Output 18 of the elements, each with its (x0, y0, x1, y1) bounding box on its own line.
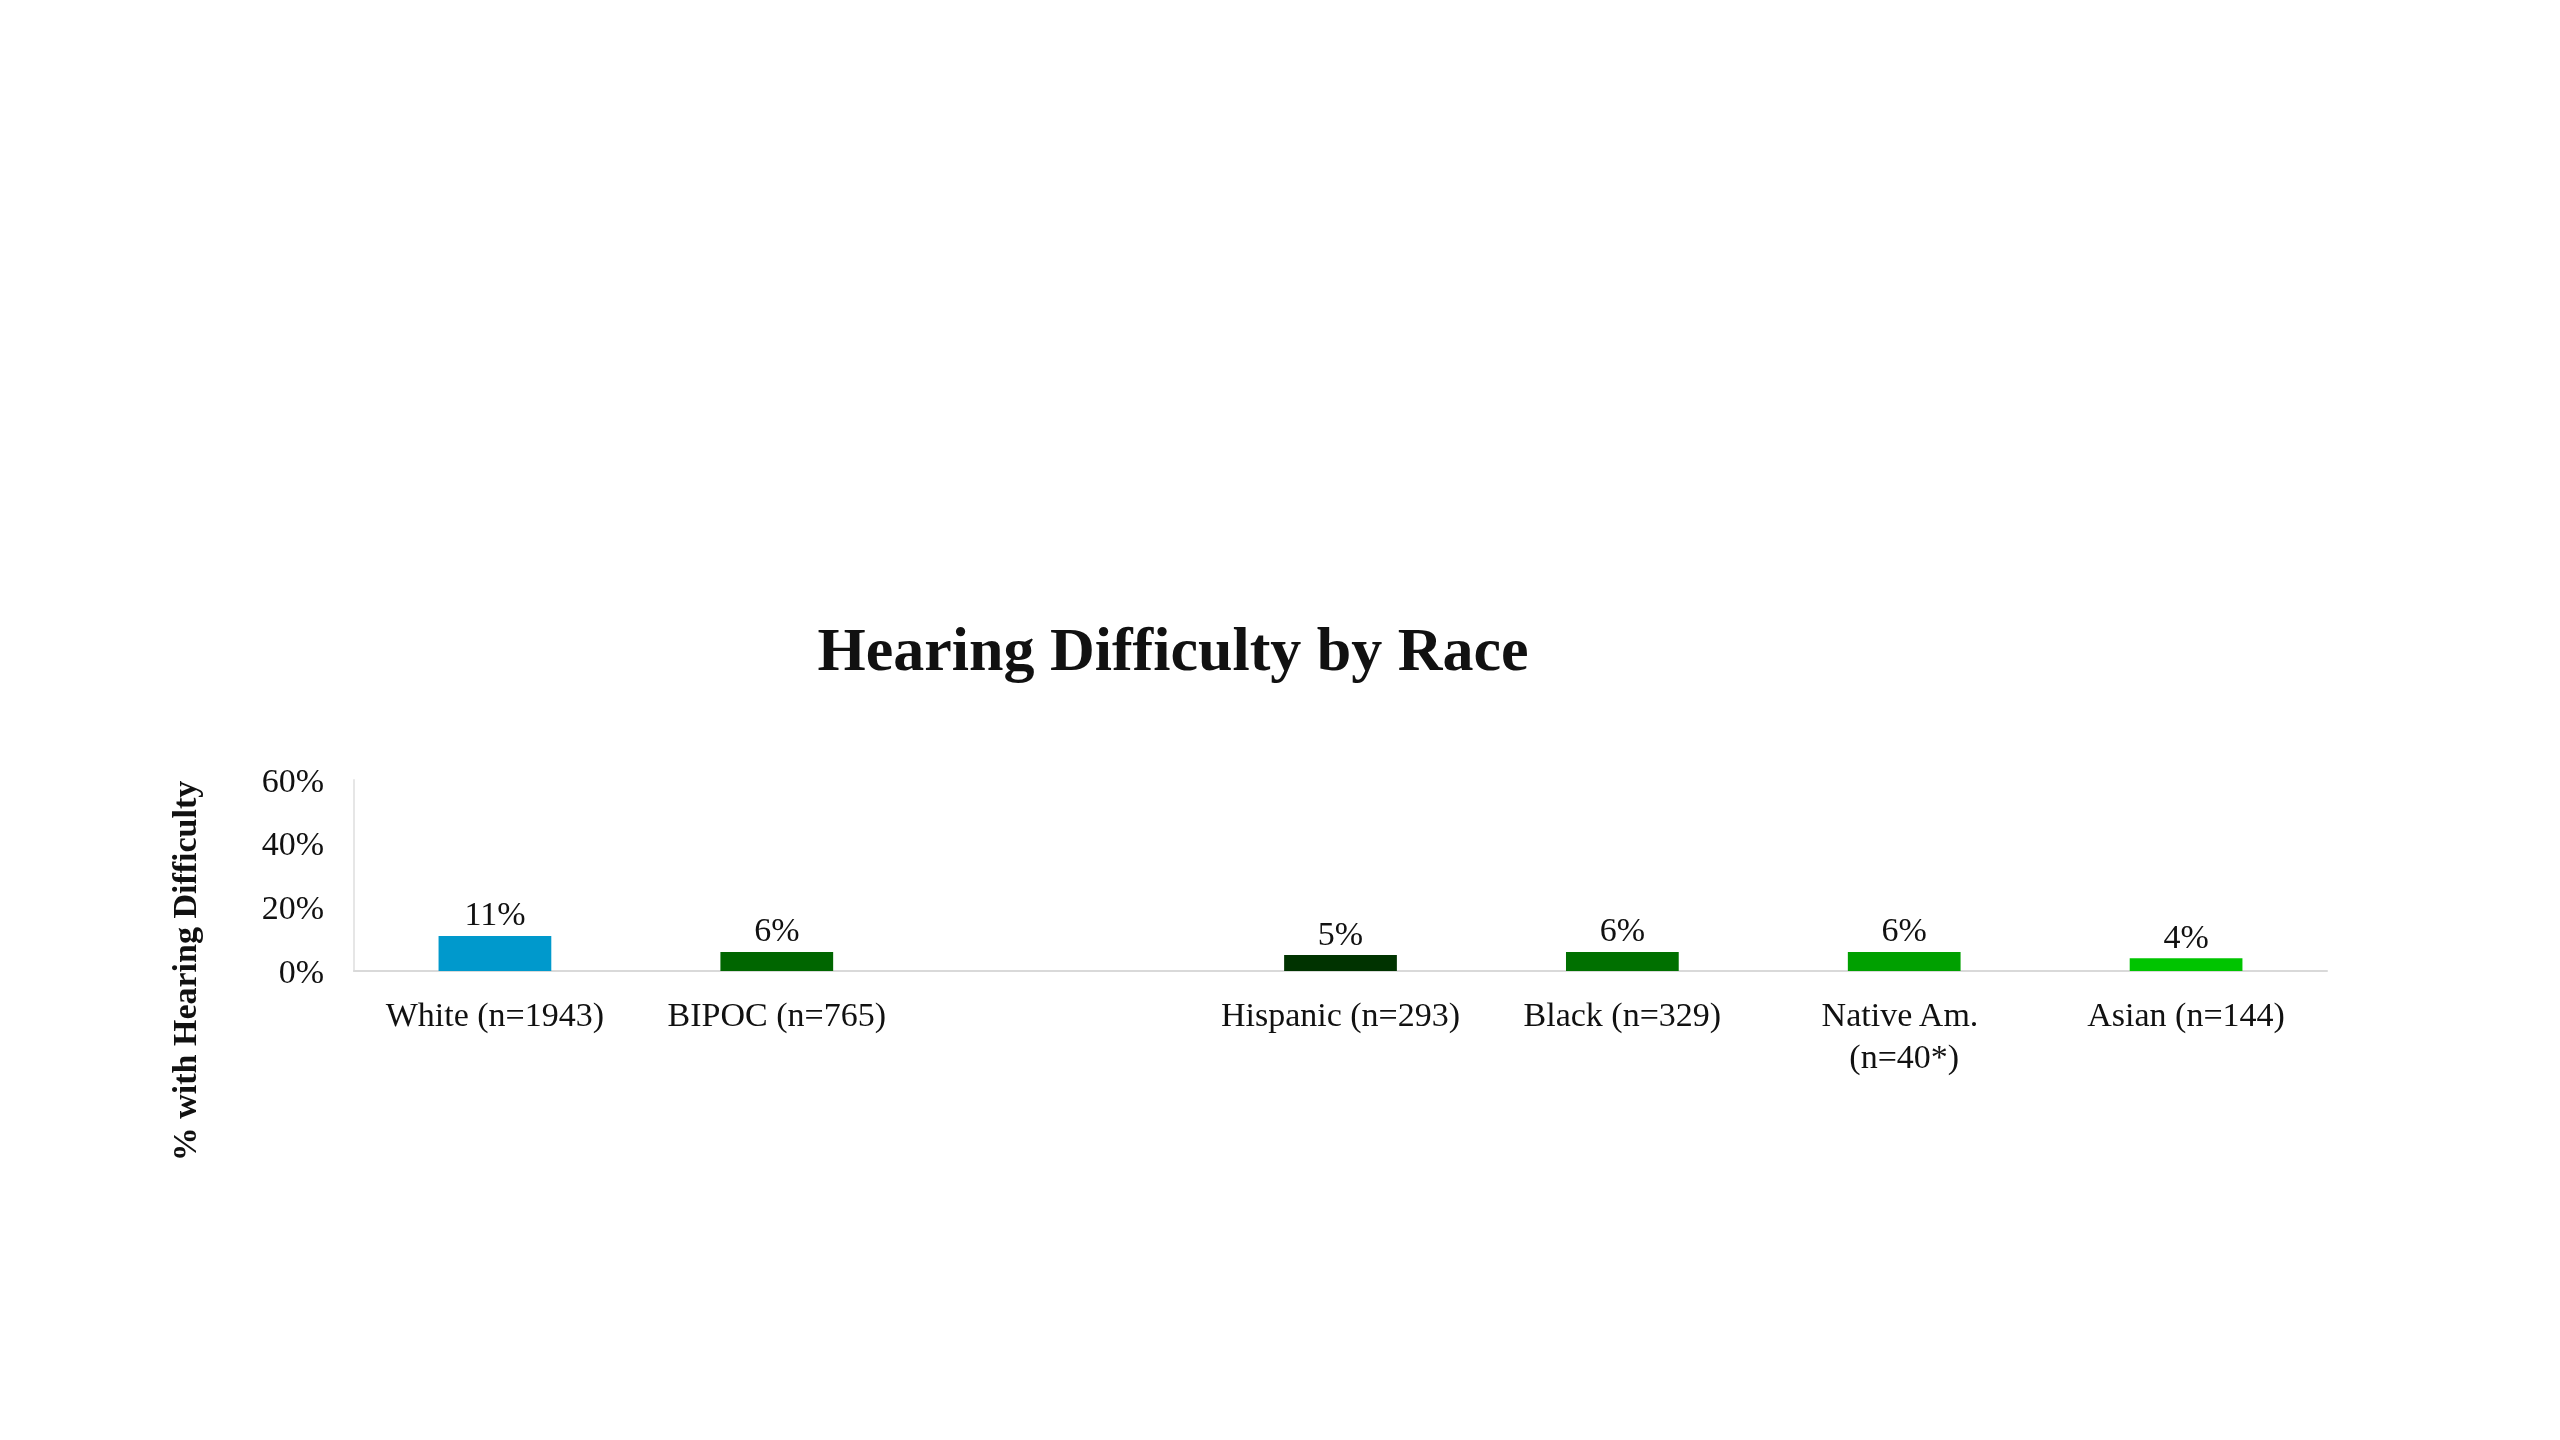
y-tick-label: 20% (261, 888, 324, 926)
data-label: 4% (2163, 917, 2209, 955)
data-label: 6% (1881, 911, 1927, 949)
y-axis-title: % with Hearing Difficulty (165, 780, 203, 1162)
data-label: 6% (754, 911, 800, 949)
y-tick-label: 40% (261, 825, 324, 863)
y-tick-label: 60% (261, 761, 324, 799)
data-label: 5% (1317, 914, 1364, 952)
x-tick-label: Black (n=329) (1523, 995, 1722, 1034)
x-tick-label: White (n=1943) (385, 995, 605, 1034)
x-tick-label: Native Am. (n=40*) (1821, 995, 1987, 1076)
x-tick-label: BIPOC (n=765) (667, 995, 887, 1034)
x-tick-label: Asian (n=144) (2087, 995, 2285, 1034)
chart-title: Hearing Difficulty by Race (817, 615, 1529, 683)
data-label: 6% (1599, 911, 1646, 949)
y-tick-label: 0% (278, 952, 324, 990)
x-tick-label: Hispanic (n=293) (1220, 995, 1461, 1034)
data-label: 11% (464, 895, 526, 933)
